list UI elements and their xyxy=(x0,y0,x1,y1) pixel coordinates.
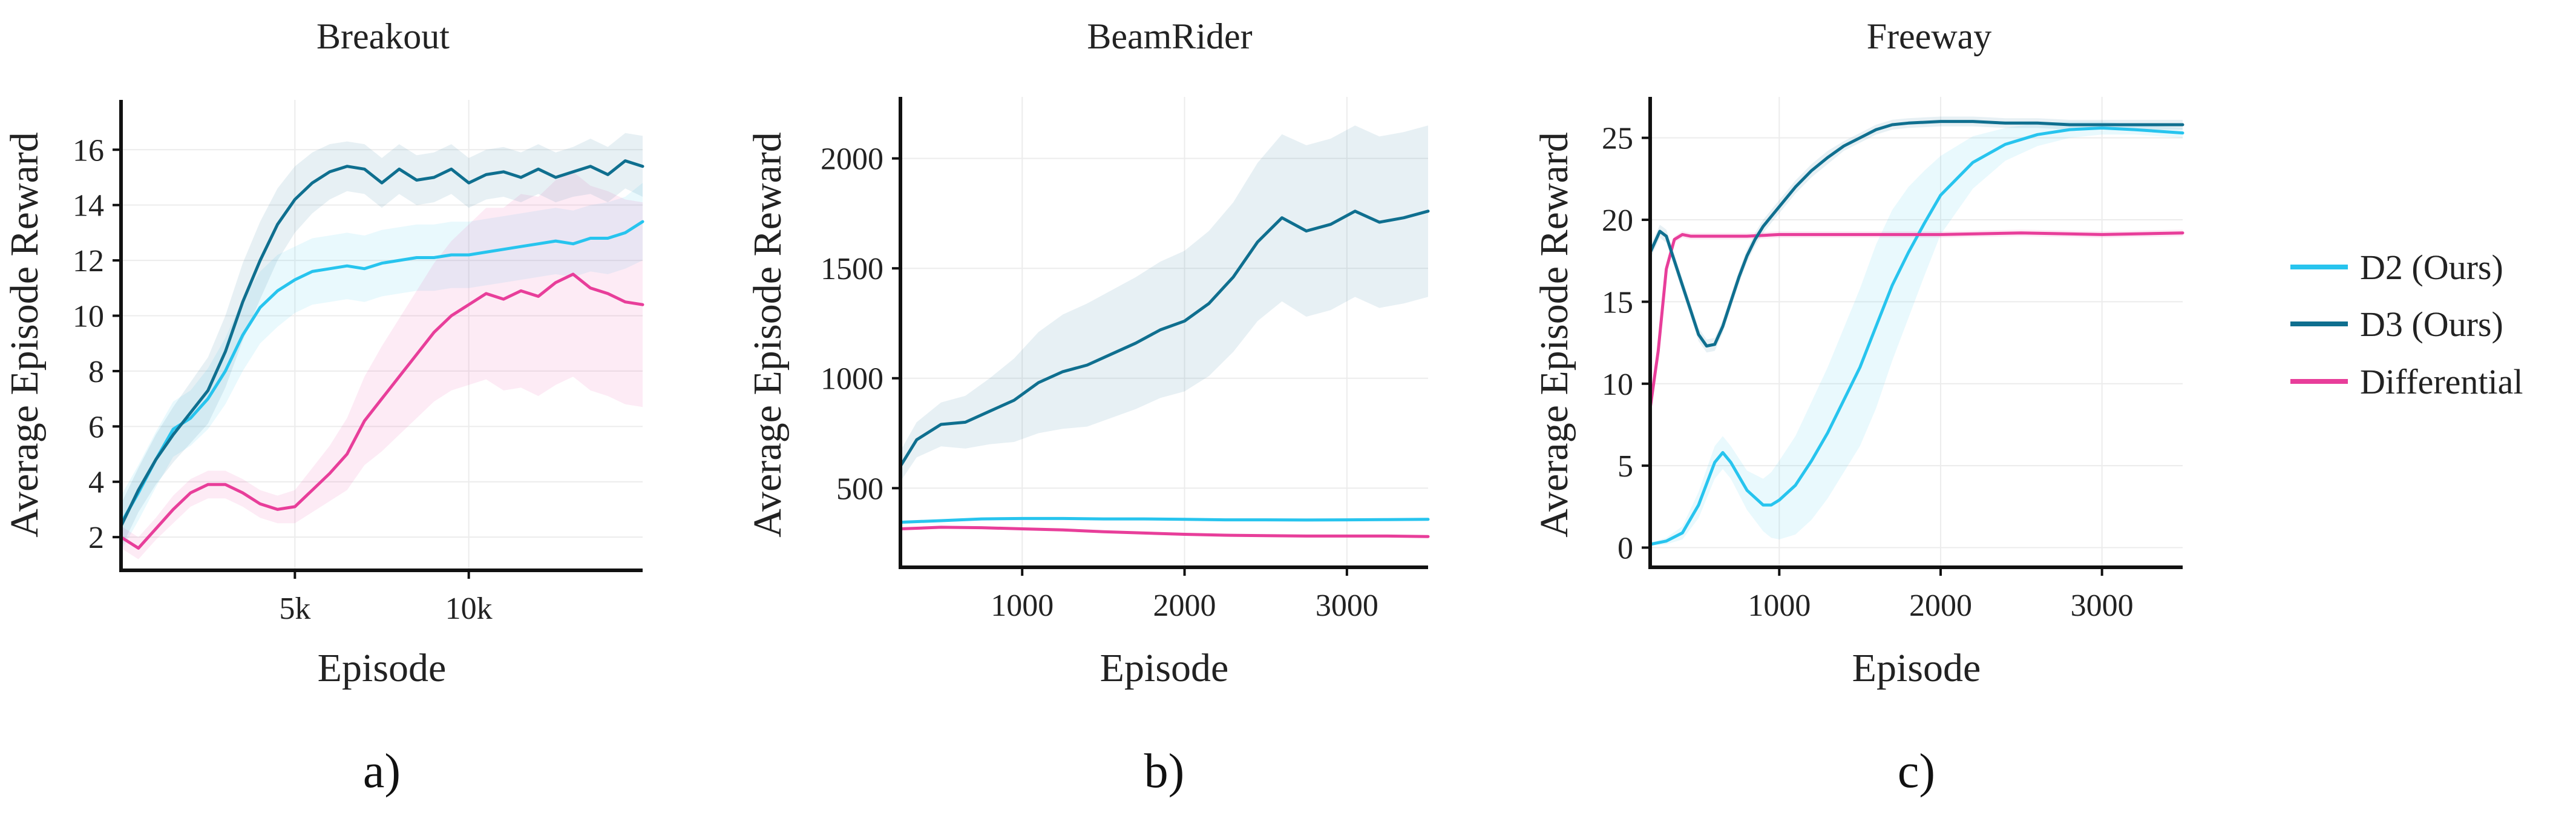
panel-breakout: Breakout 5k 10k 2 4 6 8 10 12 14 16 Episode Avera… xyxy=(2,16,644,798)
legend-item-d3: D3 (Ours) xyxy=(2290,305,2503,344)
panel-label: b) xyxy=(1144,745,1185,798)
x-tick-label: 3000 xyxy=(2071,588,2134,623)
x-tick-label: 1000 xyxy=(991,588,1054,623)
series-line-d3 xyxy=(899,209,1430,468)
y-tick-label: 6 xyxy=(88,410,104,444)
y-tick-label: 20 xyxy=(1602,203,1633,238)
panel-label: a) xyxy=(363,745,401,798)
series-line-diff xyxy=(119,272,644,550)
y-tick-label: 5 xyxy=(1617,449,1633,484)
chart-title: Breakout xyxy=(316,16,450,56)
series-line-d3 xyxy=(119,159,644,528)
confidence-band-d2 xyxy=(121,183,643,552)
axis-frame xyxy=(899,97,1428,569)
legend-label-d2: D2 (Ours) xyxy=(2360,248,2503,287)
y-tick-label: 4 xyxy=(88,466,104,500)
legend-label-d3: D3 (Ours) xyxy=(2360,305,2503,344)
x-tick-label: 1000 xyxy=(1748,588,1811,623)
series-line-d2 xyxy=(899,516,1430,524)
y-tick-label: 15 xyxy=(1602,285,1633,320)
x-tick-label: 2000 xyxy=(1909,588,1972,623)
series-line-d3 xyxy=(1648,120,2184,348)
confidence-band-diff xyxy=(121,171,643,559)
axis-frame xyxy=(1648,97,2183,569)
panel-beamrider: BeamRider 1000 2000 3000 500 1000 1500 2000 Ep… xyxy=(746,16,1430,798)
y-tick-label: 2 xyxy=(88,521,104,555)
confidence-band-d3 xyxy=(900,125,1428,482)
legend-item-differential: Differential xyxy=(2290,362,2523,401)
panel-freeway: Freeway 1000 2000 3000 0 5 10 15 20 25 Episode A… xyxy=(1532,16,2184,798)
x-axis-label: Episode xyxy=(1852,646,1981,690)
confidence-band-d2 xyxy=(1650,121,2183,546)
y-tick-label: 25 xyxy=(1602,122,1633,156)
y-tick-label: 10 xyxy=(1602,368,1633,402)
series-line-diff xyxy=(1648,231,2184,410)
y-tick-label: 8 xyxy=(88,355,104,389)
y-tick-label: 16 xyxy=(73,133,104,168)
y-tick-label: 10 xyxy=(73,300,104,334)
y-tick-label: 2000 xyxy=(821,142,883,177)
chart-title: Freeway xyxy=(1867,16,1992,56)
series-line-diff xyxy=(899,526,1430,538)
x-tick-label: 3000 xyxy=(1316,588,1378,623)
y-axis-label: Average Episode Reward xyxy=(746,132,790,538)
x-tick-label: 2000 xyxy=(1153,588,1216,623)
x-tick-label: 10k xyxy=(445,592,493,626)
panel-label: c) xyxy=(1898,745,1935,798)
y-tick-label: 1500 xyxy=(821,252,883,286)
legend-label-differential: Differential xyxy=(2360,362,2523,401)
x-axis-label: Episode xyxy=(1100,646,1229,690)
y-axis-label: Average Episode Reward xyxy=(2,132,47,538)
y-tick-label: 1000 xyxy=(821,362,883,397)
legend: D2 (Ours) D3 (Ours) Differential xyxy=(2290,248,2523,401)
x-axis-label: Episode xyxy=(318,646,447,690)
y-tick-label: 0 xyxy=(1617,532,1633,566)
chart-title: BeamRider xyxy=(1087,16,1252,56)
y-axis-label: Average Episode Reward xyxy=(1532,132,1576,538)
y-tick-label: 14 xyxy=(73,189,104,223)
y-tick-label: 12 xyxy=(73,244,104,279)
x-tick-label: 5k xyxy=(279,592,310,626)
y-tick-label: 500 xyxy=(836,472,883,506)
series-line-d2 xyxy=(1648,126,2184,546)
series-line-d2 xyxy=(119,220,644,525)
confidence-band-d3 xyxy=(121,133,643,549)
legend-item-d2: D2 (Ours) xyxy=(2290,248,2503,287)
